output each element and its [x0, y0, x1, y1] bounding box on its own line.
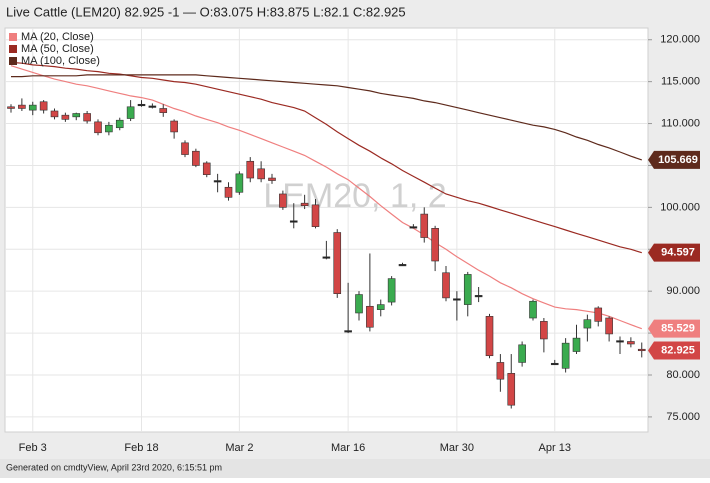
candle-body: [137, 103, 146, 107]
y-tick-label: 120.000: [660, 34, 700, 46]
candle-body: [61, 114, 70, 120]
candle-body: [268, 177, 276, 181]
candle-body: [202, 162, 211, 175]
candle-body: [246, 160, 255, 179]
candle-body: [398, 264, 407, 267]
candle-body: [115, 119, 124, 129]
legend-swatch: [9, 57, 17, 65]
footer: Generated on cmdtyView, April 23rd 2020,…: [6, 462, 222, 472]
candle-body: [355, 294, 363, 314]
candle-body: [387, 278, 396, 303]
candle-body: [257, 168, 265, 180]
x-tick-label: Feb 18: [124, 442, 158, 454]
x-tick-label: Apr 13: [539, 442, 571, 454]
value-tag: [648, 341, 700, 360]
candle-body: [366, 305, 374, 328]
candle-body: [322, 256, 331, 259]
candle-body: [224, 186, 233, 198]
y-tick-label: 110.000: [661, 117, 700, 129]
candle-body: [279, 193, 287, 208]
x-tick-label: Mar 2: [225, 442, 253, 454]
candle-body: [572, 337, 581, 352]
candle-body: [507, 373, 516, 406]
value-tag-label: 94.597: [661, 247, 695, 259]
value-tag-label: 105.669: [658, 154, 698, 166]
candle-body: [344, 330, 352, 333]
ma-line: [11, 74, 642, 161]
y-tick-label: 75.000: [666, 411, 700, 423]
candle-body: [474, 295, 483, 298]
x-tick-label: Feb 3: [19, 442, 47, 454]
value-tag: [648, 319, 700, 338]
candle-body: [442, 272, 450, 299]
legend-swatch: [9, 45, 17, 53]
candle-body: [181, 142, 189, 155]
candle-body: [463, 274, 472, 305]
candle-body: [235, 173, 244, 193]
candle-body: [28, 104, 37, 111]
value-tag-label: 82.925: [661, 344, 695, 356]
candle-body: [376, 304, 385, 310]
candle-body: [192, 150, 200, 166]
candle-body: [170, 120, 178, 133]
candle-body: [409, 226, 418, 229]
candle-body: [39, 101, 48, 111]
y-tick-label: 80.000: [666, 369, 700, 381]
candle-body: [561, 342, 570, 369]
y-tick-label: 90.000: [666, 285, 700, 297]
candle-body: [72, 113, 81, 118]
candle-body: [18, 104, 26, 109]
value-tag: [648, 243, 700, 262]
legend-swatch: [9, 33, 17, 41]
candle-body: [540, 321, 548, 340]
candle-body: [518, 344, 526, 363]
candle-body: [529, 300, 537, 319]
value-tag-label: 85.529: [661, 323, 695, 335]
value-tag: [648, 150, 700, 169]
ma-line: [10, 61, 642, 254]
legend-label: MA (50, Close): [21, 43, 94, 55]
candle-body: [105, 124, 113, 133]
legend-label: MA (20, Close): [21, 31, 94, 43]
candle-body: [453, 298, 461, 301]
y-tick-label: 115.000: [661, 76, 700, 88]
candle-body: [583, 319, 592, 329]
candle-body: [311, 204, 320, 227]
candle-body: [126, 106, 135, 119]
candle-body: [94, 121, 102, 134]
candle-body: [159, 108, 168, 113]
candle-body: [213, 180, 222, 183]
candle-body: [420, 213, 429, 238]
candle-body: [627, 341, 635, 345]
candle-body: [7, 106, 15, 109]
ma-line: [10, 65, 643, 330]
legend-label: MA (100, Close): [21, 55, 100, 67]
x-tick-label: Mar 16: [331, 442, 365, 454]
candle-body: [485, 316, 494, 357]
candle-body: [637, 348, 646, 352]
candle-body: [289, 220, 298, 223]
candle-body: [148, 105, 157, 108]
chart-title: Live Cattle (LEM20) 82.925 -1 — O:83.075…: [6, 4, 406, 19]
candle-body: [616, 340, 624, 343]
candle-body: [83, 113, 91, 122]
x-tick-label: Mar 30: [440, 442, 474, 454]
candle-body: [50, 110, 59, 118]
candle-body: [594, 307, 603, 322]
candle-body: [550, 362, 559, 366]
candle-body: [605, 317, 613, 335]
candle-body: [300, 202, 309, 206]
footer-bar: [0, 459, 710, 478]
candle-body: [333, 232, 342, 295]
y-tick-label: 100.000: [660, 201, 700, 213]
watermark: LEM20, 1, 2: [263, 177, 446, 215]
candle-body: [496, 362, 505, 380]
plot-area: [4, 27, 649, 433]
candle-body: [431, 228, 439, 262]
